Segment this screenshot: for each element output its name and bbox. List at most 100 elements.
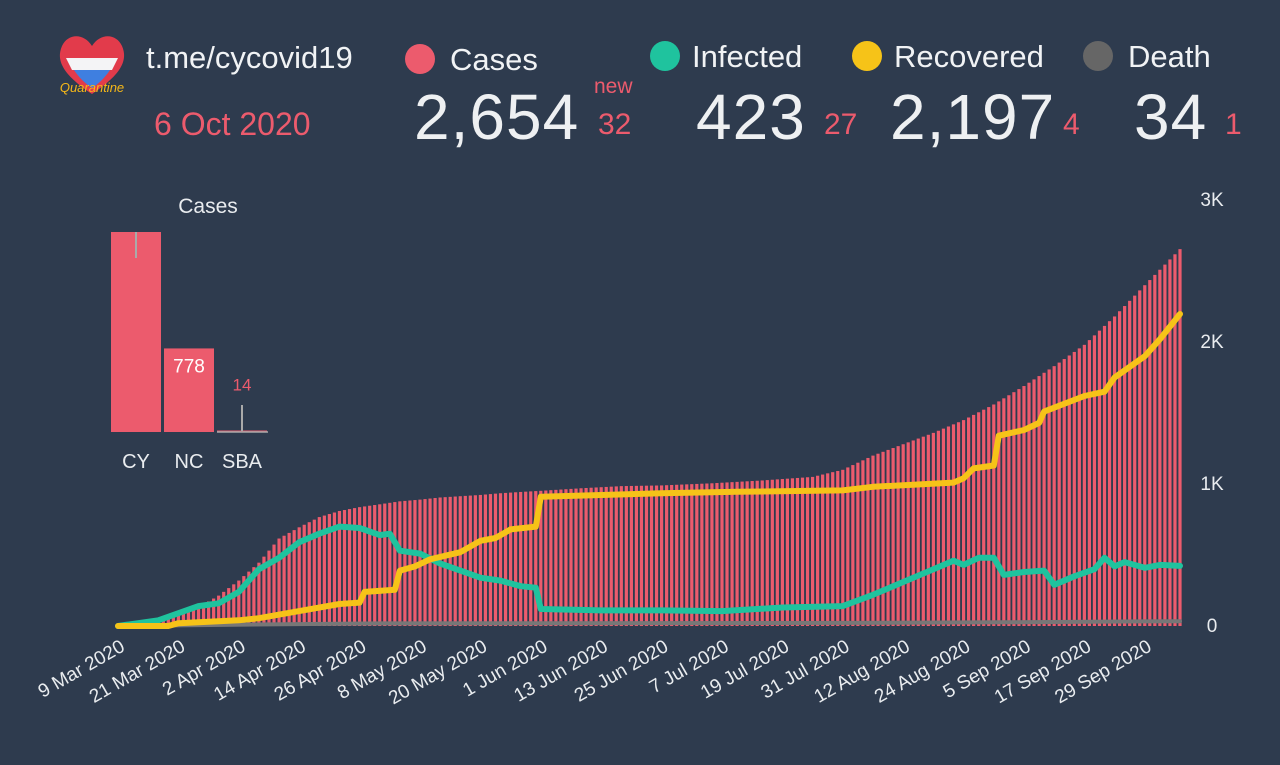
cases-bar: [700, 483, 704, 626]
infected-new: 27: [824, 108, 858, 141]
cases-bar: [1163, 264, 1167, 626]
cases-bar: [599, 487, 603, 626]
cases-bar: [337, 510, 342, 626]
cases-bar: [1158, 269, 1162, 626]
cases-bar: [458, 496, 462, 626]
cases-bar: [821, 474, 825, 626]
inset-bar-nc: [164, 348, 214, 432]
cases-bar: [644, 485, 649, 626]
death-label: Death: [1128, 39, 1211, 74]
cases-bar: [946, 426, 951, 626]
death-new: 1: [1225, 108, 1242, 141]
cases-bar: [403, 500, 407, 626]
cases-bar: [695, 483, 699, 626]
cases-bar: [398, 501, 402, 626]
cases-bar: [217, 595, 221, 626]
cases-bar: [589, 487, 593, 626]
report-date: 6 Oct 2020: [154, 106, 311, 142]
cases-bar: [342, 510, 347, 626]
cases-bar: [891, 448, 895, 626]
cases-bar: [805, 477, 810, 626]
cases-bar: [871, 455, 875, 626]
cases-bars: [116, 249, 1182, 626]
cases-bar: [554, 489, 558, 626]
cases-bar: [967, 417, 971, 626]
cases-bar: [1027, 382, 1031, 626]
cases-bar: [740, 481, 744, 626]
cases-bar: [352, 508, 357, 626]
cases-bar: [785, 478, 790, 626]
cases-bar: [529, 491, 533, 626]
cases-bar: [826, 473, 830, 626]
cases-bar: [1002, 398, 1006, 626]
cases-bar: [997, 401, 1001, 626]
cases-bar: [503, 492, 508, 626]
y-tick-label: 0: [1207, 616, 1218, 637]
cases-bar: [1123, 306, 1127, 626]
cases-bar: [906, 442, 910, 626]
cases-bar: [1067, 355, 1071, 626]
cases-bar: [1077, 348, 1081, 626]
cases-bar: [1057, 362, 1061, 626]
cases-bar: [851, 465, 855, 626]
channel-link[interactable]: t.me/cycovid19: [146, 40, 353, 75]
cases-bar: [363, 506, 367, 626]
cases-bar: [312, 519, 316, 626]
cases-bar: [604, 486, 608, 626]
cases-bar: [1178, 249, 1182, 626]
cases-bar: [267, 550, 271, 626]
y-tick-label: 1K: [1200, 474, 1224, 495]
cases-bar: [584, 487, 588, 626]
cases-bar: [1138, 290, 1142, 626]
cases-bar: [302, 524, 306, 626]
cases-bar: [292, 530, 296, 626]
inset-category-label: SBA: [222, 451, 263, 473]
cases-bar: [297, 527, 301, 626]
cases-bar: [886, 449, 890, 626]
cases-bar: [408, 500, 412, 626]
cases-bar: [750, 481, 754, 626]
cases-bar: [252, 567, 256, 626]
cases-bar: [675, 484, 679, 626]
death-legend-icon: [1083, 41, 1113, 71]
cases-bar: [992, 404, 996, 626]
cases-bar: [483, 494, 488, 626]
cases-bar: [579, 488, 583, 626]
cases-bar: [357, 507, 362, 626]
cases-bar: [770, 479, 774, 626]
cases-bar: [856, 462, 860, 626]
infected-total: 423: [696, 81, 806, 153]
cases-bar: [539, 490, 543, 626]
region-cases-inset-chart: Cases CY NC 778 SBA 14: [111, 195, 268, 473]
infected-label: Infected: [692, 39, 803, 74]
recovered-new: 4: [1063, 108, 1080, 141]
cases-bar: [206, 601, 211, 626]
cases-bar: [765, 480, 769, 626]
cases-bar: [594, 487, 598, 626]
inset-category-label: NC: [175, 451, 204, 473]
cases-bar: [1148, 280, 1152, 626]
cases-bar: [1168, 259, 1172, 626]
inset-bar-cy: [111, 232, 161, 432]
cases-bar: [307, 522, 311, 626]
cases-bar: [524, 491, 528, 626]
cases-bar: [508, 492, 513, 626]
cases-bar: [1112, 316, 1117, 626]
cases-bar: [247, 571, 251, 626]
new-label: new: [594, 75, 633, 98]
cases-bar: [755, 480, 759, 626]
cases-bar: [735, 481, 739, 626]
cases-bar: [901, 444, 905, 626]
cases-bar: [629, 485, 633, 626]
cases-bar: [1173, 254, 1177, 626]
cases-bar: [1062, 359, 1066, 626]
cases-bar: [222, 591, 226, 626]
cases-bar: [639, 485, 644, 626]
cases-bar: [614, 486, 618, 626]
cases-bar: [373, 505, 377, 626]
cases-bar: [282, 535, 286, 626]
y-tick-label: 2K: [1200, 332, 1224, 353]
cases-bar: [574, 488, 578, 626]
cases-bar: [322, 515, 326, 626]
